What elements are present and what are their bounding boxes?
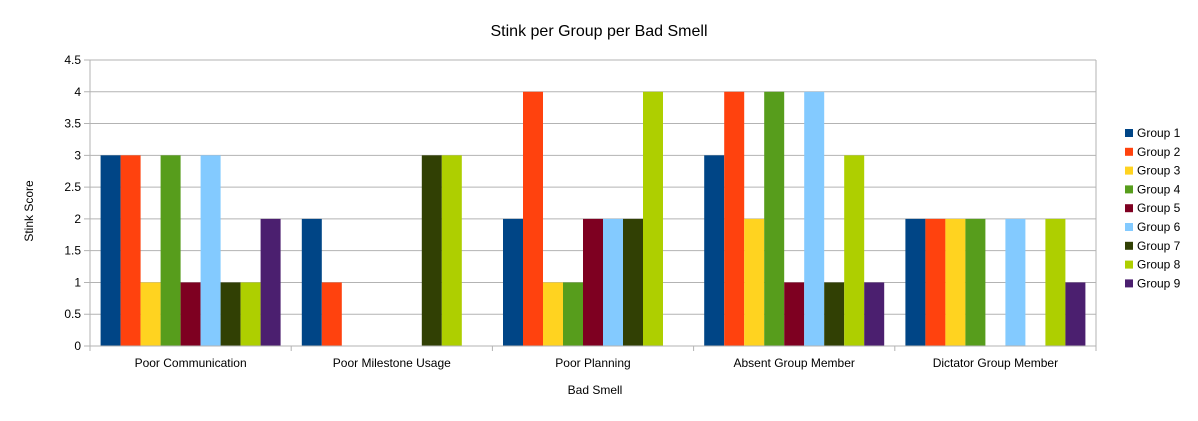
legend-swatch <box>1125 241 1133 250</box>
bar <box>543 282 563 346</box>
y-tick-label: 1 <box>74 275 81 289</box>
y-tick-label: 0.5 <box>64 307 81 321</box>
y-axis-label: Stink Score <box>22 180 36 242</box>
bar <box>844 155 865 346</box>
bar <box>100 155 121 346</box>
legend-label: Group 6 <box>1137 220 1181 234</box>
bar <box>744 218 765 346</box>
legend-swatch <box>1125 129 1133 137</box>
y-tick-label: 4 <box>74 85 81 99</box>
legend-label: Group 2 <box>1137 145 1181 159</box>
bar <box>1005 218 1026 346</box>
bar <box>1045 218 1066 346</box>
bar <box>180 282 201 346</box>
bar <box>200 155 221 346</box>
legend: Group 1 Group 2 Group 3 Group 4 Group 5 Group… <box>1125 126 1181 290</box>
legend-label: Group 5 <box>1137 201 1181 215</box>
legend-swatch <box>1125 260 1133 269</box>
bar <box>240 282 261 346</box>
x-tick-label: Dictator Group Member <box>933 356 1058 370</box>
bar <box>925 218 946 346</box>
y-tick-label: 0 <box>74 339 81 353</box>
legend-label: Group 1 <box>1137 126 1181 140</box>
legend-label: Group 7 <box>1137 239 1181 253</box>
legend-swatch <box>1125 204 1133 213</box>
bar <box>945 218 966 346</box>
chart-title: Stink per Group per Bad Smell <box>491 23 708 40</box>
bar <box>623 218 643 346</box>
bar <box>824 282 845 346</box>
bars <box>100 91 1086 347</box>
bar <box>804 91 825 347</box>
bar <box>120 155 141 346</box>
bar <box>965 218 986 346</box>
bar <box>583 218 603 346</box>
legend-label: Group 8 <box>1137 258 1181 272</box>
bar <box>503 218 523 346</box>
legend-swatch <box>1125 166 1133 175</box>
x-tick-label: Poor Milestone Usage <box>333 356 451 370</box>
bar <box>140 282 161 346</box>
x-tick-label: Absent Group Member <box>734 356 855 370</box>
bar <box>905 218 926 346</box>
legend-label: Group 4 <box>1137 182 1181 196</box>
legend-swatch <box>1125 223 1133 231</box>
bar <box>421 155 442 346</box>
legend-label: Group 3 <box>1137 164 1181 178</box>
bar <box>603 218 623 346</box>
y-tick-label: 1.5 <box>64 244 81 258</box>
bar <box>704 155 725 346</box>
x-axis-label: Bad Smell <box>568 383 623 397</box>
y-tick-label: 4.5 <box>64 53 81 67</box>
bar <box>764 91 785 347</box>
bar <box>864 282 885 346</box>
bar <box>643 91 663 347</box>
bar <box>321 282 342 346</box>
y-tick-label: 2.5 <box>64 180 81 194</box>
bar <box>724 91 745 347</box>
bar <box>1065 282 1086 346</box>
y-tick-label: 3 <box>74 148 81 162</box>
bar <box>441 155 462 346</box>
axes: 0 0.5 1 1.5 2 2.5 3 3.5 4 4.5 Poor Communication Po… <box>64 53 1097 370</box>
bar <box>523 91 543 347</box>
bar <box>260 218 281 346</box>
bar <box>160 155 181 346</box>
y-tick-label: 2 <box>74 212 81 226</box>
legend-swatch <box>1125 147 1133 156</box>
bar <box>784 282 805 346</box>
bar <box>301 218 322 346</box>
x-tick-label: Poor Planning <box>555 356 630 370</box>
x-tick-label: Poor Communication <box>135 356 247 370</box>
legend-swatch <box>1125 279 1133 288</box>
bar <box>563 282 583 346</box>
y-tick-label: 3.5 <box>64 117 81 131</box>
bar <box>220 282 241 346</box>
legend-label: Group 9 <box>1137 276 1181 290</box>
legend-swatch <box>1125 185 1133 194</box>
